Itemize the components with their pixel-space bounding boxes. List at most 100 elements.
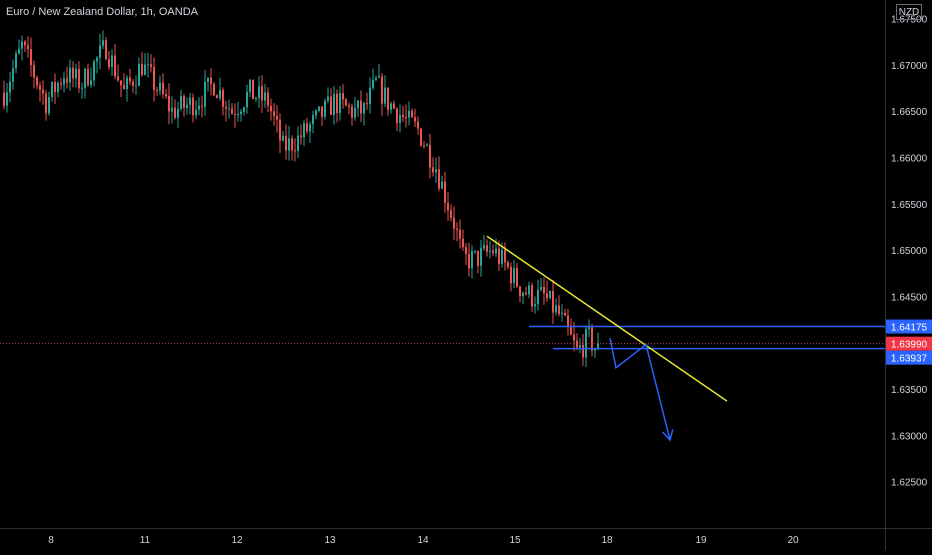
- candle-body: [525, 292, 527, 295]
- candle-body: [390, 103, 392, 110]
- candle-body: [267, 92, 269, 106]
- candle-body: [249, 79, 251, 92]
- candle-body: [57, 82, 59, 93]
- candle-body: [351, 106, 353, 118]
- candle-body: [552, 290, 554, 313]
- candle-body: [228, 108, 230, 110]
- resistance-price-tag-bg: [886, 319, 932, 334]
- x-tick-label: 8: [48, 535, 54, 546]
- candle-body: [417, 121, 419, 129]
- candle-body: [99, 45, 101, 58]
- currency-button[interactable]: NZD: [896, 4, 922, 20]
- candle-body: [162, 82, 164, 95]
- candle-body: [558, 305, 560, 315]
- candle-body: [486, 245, 488, 252]
- candle-body: [474, 250, 476, 252]
- candle-body: [282, 135, 284, 141]
- candle-body: [414, 117, 416, 122]
- candle-body: [429, 144, 431, 168]
- last-price-tag: 1.63990: [891, 340, 928, 351]
- candle-body: [288, 138, 290, 151]
- candle-body: [114, 55, 116, 77]
- candle-body: [279, 119, 281, 141]
- candle-body: [516, 268, 518, 287]
- candle-body: [108, 59, 110, 67]
- candle-body: [531, 285, 533, 307]
- candle-body: [471, 251, 473, 269]
- candle-body: [144, 64, 146, 75]
- candle-body: [315, 110, 317, 116]
- candle-body: [222, 89, 224, 107]
- candle-body: [543, 286, 545, 294]
- candle-body: [399, 115, 401, 123]
- candle-body: [75, 68, 77, 79]
- candle-body: [588, 326, 590, 330]
- candle-body: [594, 349, 596, 351]
- candle-body: [504, 249, 506, 263]
- candle-body: [408, 110, 410, 118]
- candle-body: [567, 315, 569, 328]
- candle-body: [513, 268, 515, 284]
- candle-body: [483, 245, 485, 249]
- candle-body: [12, 68, 14, 82]
- candle-body: [42, 89, 44, 94]
- candle-body: [87, 68, 89, 86]
- candle-body: [219, 89, 221, 99]
- candle-body: [405, 117, 407, 119]
- y-tick-label: 1.66000: [891, 153, 928, 164]
- x-tick-label: 12: [231, 535, 243, 546]
- candle-body: [591, 326, 593, 351]
- candle-body: [354, 107, 356, 118]
- candle-body: [165, 94, 167, 97]
- candle-body: [348, 105, 350, 107]
- chart-title: Euro / New Zealand Dollar, 1h, OANDA: [6, 6, 198, 18]
- candle-body: [579, 345, 581, 348]
- candle-body: [9, 81, 11, 93]
- candle-body: [69, 67, 71, 83]
- candle-body: [597, 343, 599, 350]
- candle-body: [189, 97, 191, 105]
- candle-body: [582, 345, 584, 358]
- candle-body: [423, 145, 425, 147]
- candle-body: [396, 108, 398, 123]
- candle-body: [363, 103, 365, 114]
- candle-body: [195, 109, 197, 116]
- candle-body: [120, 80, 122, 86]
- candle-body: [246, 91, 248, 108]
- candle-body: [81, 87, 83, 89]
- candle-body: [213, 83, 215, 96]
- y-tick-label: 1.64500: [891, 292, 928, 303]
- candle-body: [111, 55, 113, 67]
- y-tick-label: 1.66500: [891, 107, 928, 118]
- candle-body: [186, 104, 188, 108]
- candle-body: [402, 115, 404, 118]
- candle-body: [564, 313, 566, 316]
- candle-body: [426, 144, 428, 146]
- candle-body: [78, 68, 80, 89]
- candle-body: [333, 93, 335, 115]
- candle-body: [90, 80, 92, 86]
- candle-body: [510, 266, 512, 284]
- candle-body: [546, 293, 548, 299]
- trendline: [486, 235, 728, 402]
- candle-body: [459, 230, 461, 239]
- candle-body: [300, 135, 302, 138]
- candle-body: [438, 169, 440, 189]
- candle-body: [450, 210, 452, 218]
- y-tick-label: 1.65000: [891, 246, 928, 257]
- x-tick-label: 15: [509, 535, 521, 546]
- candle-body: [468, 253, 470, 269]
- candle-body: [138, 63, 140, 86]
- candle-body: [240, 111, 242, 114]
- candle-body: [234, 113, 236, 116]
- candle-body: [297, 135, 299, 152]
- candle-body: [498, 248, 500, 264]
- candle-body: [204, 81, 206, 107]
- candle-body: [243, 107, 245, 112]
- candle-body: [252, 79, 254, 99]
- candle-body: [324, 100, 326, 117]
- y-tick-label: 1.65500: [891, 200, 928, 211]
- candle-body: [477, 250, 479, 266]
